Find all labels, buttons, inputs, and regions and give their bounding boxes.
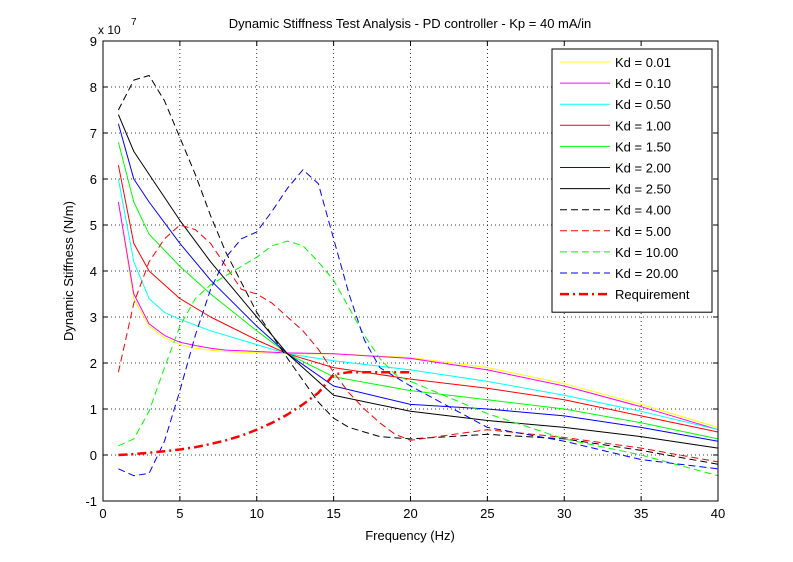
legend-box [551, 48, 713, 313]
series-line [117, 201, 719, 428]
y-tick-label: 7 [90, 126, 97, 141]
series-line [117, 201, 719, 431]
y-tick-label: 5 [90, 218, 97, 233]
y-tick-label: 0 [90, 448, 97, 463]
legend-label: Kd = 1.00 [615, 118, 671, 133]
y-tick-label: 8 [90, 80, 97, 95]
legend-label: Requirement [615, 287, 690, 302]
x-tick-label: 0 [99, 506, 106, 521]
series-line [117, 178, 719, 431]
series-line [117, 224, 719, 463]
y-tick-label: 3 [90, 310, 97, 325]
legend-label: Kd = 0.10 [615, 76, 671, 91]
y-tick-label: 6 [90, 172, 97, 187]
y-exponent-label: x 10 [98, 23, 121, 37]
series-line [117, 114, 719, 449]
y-tick-label: 4 [90, 264, 97, 279]
y-tick-label: -1 [85, 494, 97, 509]
x-tick-label: 25 [480, 506, 494, 521]
chart-title: Dynamic Stiffness Test Analysis - PD con… [229, 16, 592, 31]
legend-label: Kd = 2.00 [615, 161, 671, 176]
legend-label: Kd = 0.01 [615, 55, 671, 70]
series-line [118, 169, 719, 477]
legend-label: Kd = 1.50 [615, 139, 671, 154]
legend-label: Kd = 0.50 [615, 97, 671, 112]
y-exponent-power: 7 [131, 17, 137, 28]
x-tick-label: 20 [403, 506, 417, 521]
x-tick-label: 35 [634, 506, 648, 521]
x-tick-label: 15 [326, 506, 340, 521]
series-line [117, 75, 719, 465]
series-layer [117, 75, 719, 477]
legend: Kd = 0.01 Kd = 0.10 Kd = 0.50 Kd = 1.00 Kd =… [551, 48, 713, 313]
plot-frame [102, 40, 719, 502]
legend-label: Kd = 10.00 [615, 245, 678, 260]
x-tick-label: 5 [176, 506, 183, 521]
legend-label: Kd = 2.50 [615, 182, 671, 197]
series-line [118, 240, 719, 477]
x-tick-label: 10 [250, 506, 264, 521]
y-axis-label: Dynamic Stiffness (N/m) [61, 201, 76, 341]
x-tick-label: 30 [557, 506, 571, 521]
y-tick-label: 1 [90, 402, 97, 417]
x-axis-label: Frequency (Hz) [365, 528, 455, 543]
legend-label: Kd = 20.00 [615, 266, 678, 281]
legend-label: Kd = 4.00 [615, 203, 671, 218]
y-tick-label: 2 [90, 356, 97, 371]
y-tick-label: 9 [90, 34, 97, 49]
x-tick-label: 40 [711, 506, 725, 521]
legend-label: Kd = 5.00 [615, 224, 671, 239]
